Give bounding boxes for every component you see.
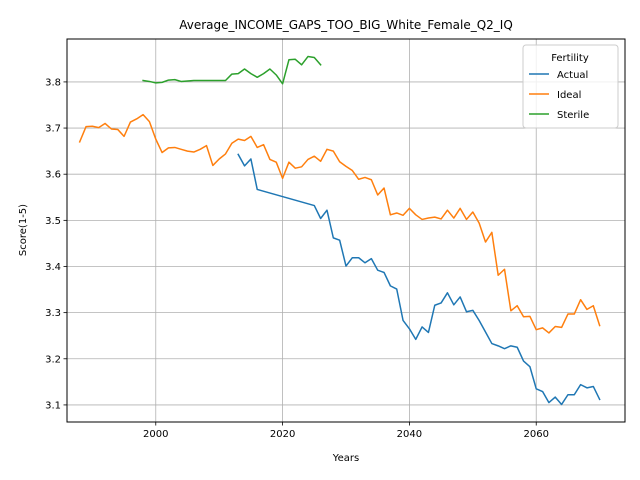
x-axis-label: Years [332, 453, 359, 464]
y-tick-label: 3.5 [45, 216, 61, 227]
y-tick-label: 3.3 [45, 308, 61, 319]
y-tick-label: 3.7 [45, 124, 61, 135]
x-tick-label: 2020 [270, 429, 295, 440]
y-axis: 3.1 3.2 3.3 3.4 3.5 3.6 3.7 3.8 [45, 77, 67, 411]
legend-title: Fertility [551, 53, 589, 64]
y-tick-label: 3.1 [45, 400, 61, 411]
legend-label-actual: Actual [557, 70, 588, 81]
series-line-sterile [142, 55, 322, 85]
legend-label-sterile: Sterile [557, 110, 589, 121]
x-tick-label: 2040 [397, 429, 422, 440]
legend-box [522, 44, 619, 129]
x-axis: 2000 2020 2040 2060 [143, 422, 549, 440]
legend: Fertility Actual Ideal Sterile [522, 44, 619, 129]
series-layer [78, 55, 601, 406]
chart-title: Average_INCOME_GAPS_TOO_BIG_White_Female… [179, 18, 513, 32]
y-tick-label: 3.2 [45, 354, 61, 365]
x-tick-label: 2000 [143, 429, 168, 440]
x-tick-label: 2060 [524, 429, 549, 440]
y-tick-label: 3.8 [45, 77, 61, 88]
y-tick-label: 3.6 [45, 170, 61, 181]
plot-frame [66, 38, 626, 423]
legend-label-ideal: Ideal [557, 90, 581, 101]
series-line-ideal [78, 113, 601, 334]
y-tick-label: 3.4 [45, 262, 61, 273]
series-line-actual [237, 153, 601, 406]
y-axis-label: Score(1-5) [18, 204, 29, 256]
